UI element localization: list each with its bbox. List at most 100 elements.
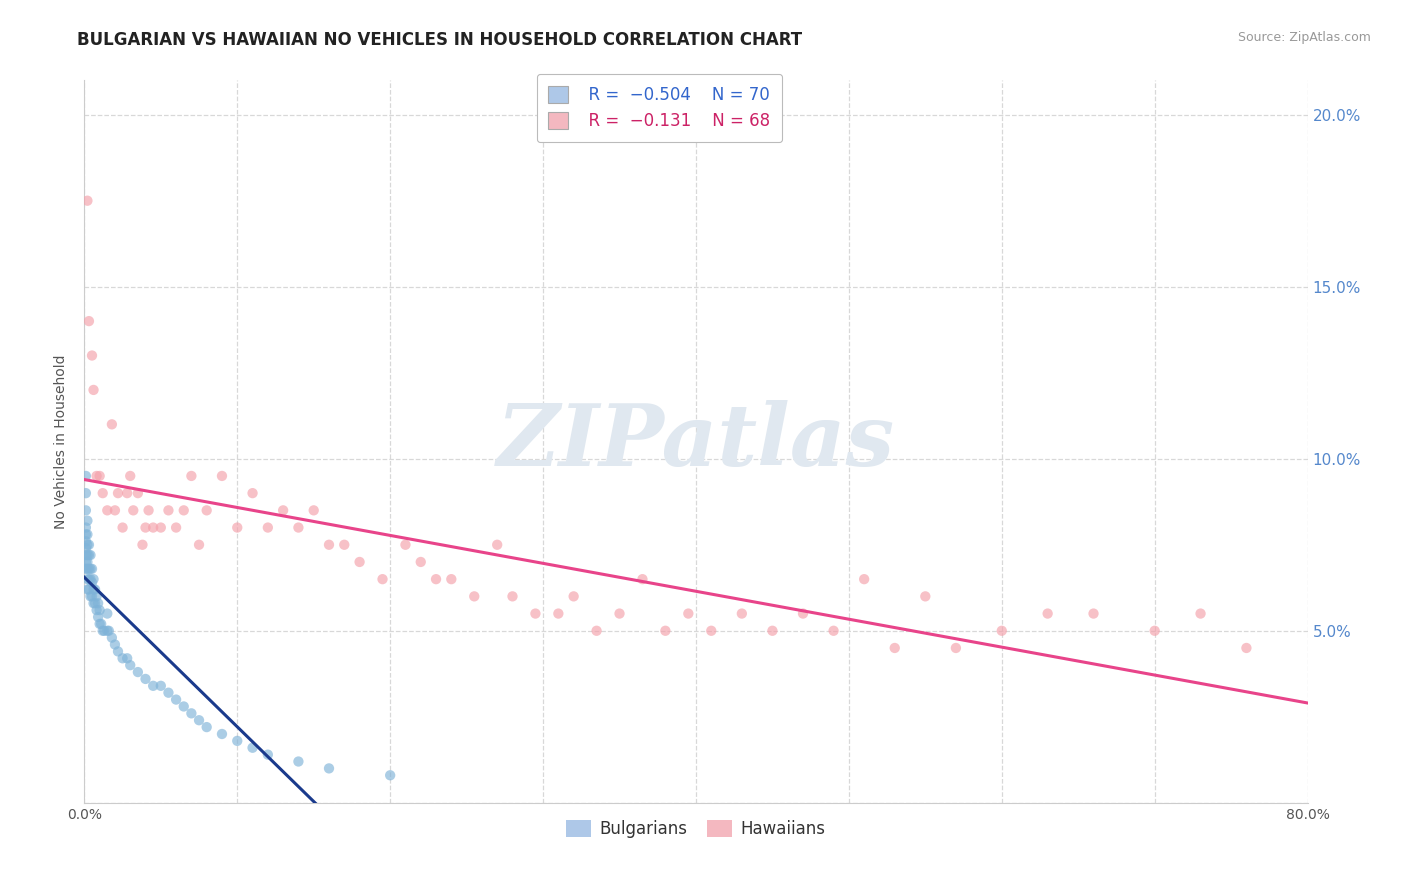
Point (127, 486, 149, 500)
Point (84, 582, 107, 597)
Point (257, 747, 280, 762)
Point (142, 679, 165, 693)
Point (80, 575, 103, 590)
Point (86, 469, 108, 483)
Point (86, 590, 108, 604)
Point (76, 514, 98, 528)
Point (77, 562, 100, 576)
Point (115, 486, 138, 500)
Point (76, 538, 98, 552)
Point (104, 638, 127, 652)
Point (853, 572, 876, 586)
Point (792, 607, 814, 621)
Point (486, 538, 509, 552)
Point (157, 686, 180, 700)
Point (242, 740, 264, 755)
Point (333, 538, 356, 552)
Point (83, 596, 105, 610)
Point (127, 665, 149, 679)
Point (562, 590, 585, 604)
Point (79, 562, 101, 576)
Point (76, 548, 98, 562)
Point (1083, 607, 1105, 621)
Point (1189, 607, 1212, 621)
Point (77, 538, 100, 552)
Point (585, 624, 607, 638)
Point (135, 520, 157, 534)
Point (90, 616, 112, 631)
Y-axis label: No Vehicles in Household: No Vehicles in Household (55, 354, 69, 529)
Point (75, 562, 97, 576)
Point (101, 417, 124, 432)
Point (120, 469, 142, 483)
Point (107, 644, 129, 658)
Point (1036, 607, 1059, 621)
Point (87, 610, 110, 624)
Point (80, 562, 103, 576)
Point (349, 555, 371, 569)
Point (87, 596, 110, 610)
Point (101, 631, 124, 645)
Point (93, 624, 115, 638)
Point (83, 383, 105, 397)
Point (75, 555, 97, 569)
Point (226, 520, 249, 534)
Point (80, 349, 103, 363)
Point (120, 658, 142, 673)
Point (96, 607, 118, 621)
Point (76, 572, 98, 586)
Point (122, 503, 145, 517)
Point (731, 607, 754, 621)
Point (96, 624, 118, 638)
Point (91, 486, 114, 500)
Point (287, 755, 309, 769)
Point (173, 699, 195, 714)
Point (371, 572, 394, 586)
Point (115, 651, 138, 665)
Point (107, 486, 129, 500)
Point (97, 624, 120, 638)
Point (761, 624, 783, 638)
Point (149, 679, 172, 693)
Point (242, 486, 264, 500)
Point (318, 538, 340, 552)
Point (75, 534, 97, 549)
Point (463, 590, 485, 604)
Point (287, 520, 309, 534)
Point (111, 651, 134, 665)
Point (1236, 640, 1258, 655)
Point (211, 469, 233, 483)
Point (75, 541, 97, 556)
Point (142, 520, 165, 534)
Point (425, 572, 447, 586)
Point (104, 503, 127, 517)
Point (83, 572, 105, 586)
Point (135, 672, 157, 686)
Point (409, 555, 432, 569)
Point (188, 538, 211, 552)
Point (89, 469, 111, 483)
Point (165, 692, 187, 706)
Point (226, 734, 249, 748)
Point (157, 503, 180, 517)
Point (502, 590, 524, 604)
Point (547, 607, 569, 621)
Text: BULGARIAN VS HAWAIIAN NO VEHICLES IN HOUSEHOLD CORRELATION CHART: BULGARIAN VS HAWAIIAN NO VEHICLES IN HOU… (77, 31, 803, 49)
Point (76, 194, 98, 208)
Point (271, 503, 294, 517)
Point (75, 469, 97, 483)
Point (75, 503, 97, 517)
Point (173, 503, 195, 517)
Point (188, 713, 211, 727)
Point (75, 548, 97, 562)
Text: Source: ZipAtlas.com: Source: ZipAtlas.com (1237, 31, 1371, 45)
Point (86, 603, 108, 617)
Point (318, 761, 340, 775)
Point (79, 548, 101, 562)
Point (180, 469, 202, 483)
Point (77, 582, 100, 597)
Point (180, 706, 202, 721)
Point (945, 640, 967, 655)
Point (609, 607, 631, 621)
Legend: Bulgarians, Hawaiians: Bulgarians, Hawaiians (560, 814, 832, 845)
